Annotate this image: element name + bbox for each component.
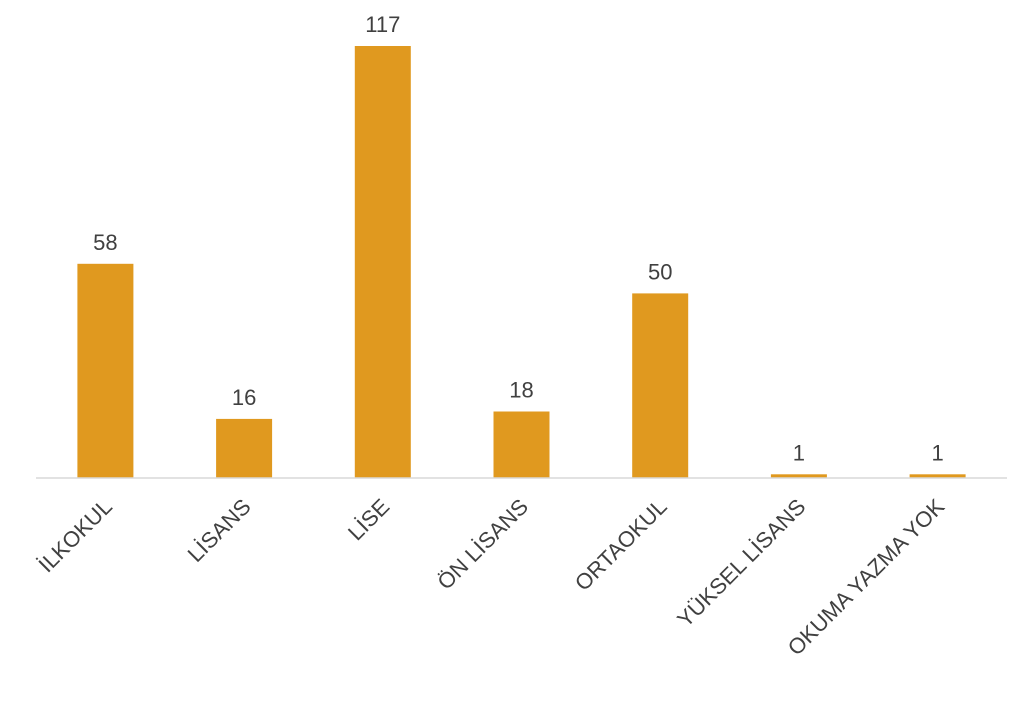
x-tick-label: LİSE [343, 494, 394, 545]
x-tick-label: LİSANS [183, 494, 256, 567]
data-label: 16 [232, 385, 256, 410]
bar [632, 293, 689, 478]
x-tick-label: İLKOKUL [34, 494, 117, 577]
x-tick-labels-layer: İLKOKUL LİSANS LİSE ÖN LİSANS ORTAOKUL YÜKSEL… [34, 494, 950, 661]
x-tick-label: ÖN LİSANS [432, 494, 533, 595]
data-label: 50 [648, 259, 672, 284]
data-label: 117 [365, 12, 400, 37]
bar [216, 418, 273, 478]
data-label: 1 [793, 440, 805, 465]
bar [493, 411, 550, 478]
bar [909, 474, 966, 478]
data-label: 1 [931, 440, 943, 465]
bars-layer [77, 46, 966, 478]
bar [77, 263, 134, 478]
x-tick-label: ORTAOKUL [570, 494, 672, 596]
bar [354, 46, 411, 478]
bar [770, 474, 827, 478]
data-label: 18 [509, 378, 533, 403]
data-label: 58 [93, 230, 117, 255]
x-tick-label: OKUMA YAZMA YOK [783, 494, 950, 661]
data-labels-layer: 58 16 117 18 50 1 1 [93, 12, 944, 465]
x-tick-label: YÜKSEL LİSANS [672, 494, 810, 632]
